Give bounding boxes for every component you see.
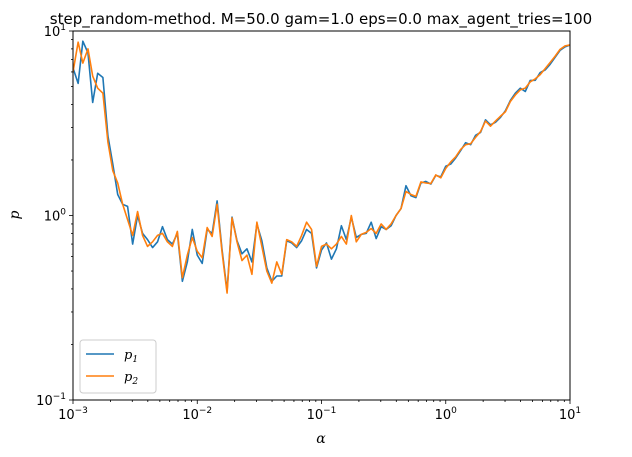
series-line-p1 <box>73 40 570 292</box>
y-tick-label: 100 <box>44 208 67 225</box>
x-tick-label: 101 <box>559 406 581 423</box>
x-tick-label: 100 <box>435 406 458 423</box>
x-tick-label: 10−1 <box>307 406 337 423</box>
legend-label-p1: p1 <box>124 348 138 365</box>
chart-title: step_random-method. M=50.0 gam=1.0 eps=0… <box>50 10 592 29</box>
y-axis-ticks: 10−1 100 101 <box>36 23 73 409</box>
y-tick-label: 101 <box>44 23 66 40</box>
x-axis-ticks: 10−3 10−2 10−1 100 101 <box>58 400 581 423</box>
legend-box <box>79 339 157 394</box>
series-line-p2 <box>73 41 570 294</box>
x-tick-label: 10−2 <box>182 406 212 423</box>
y-axis-label: p <box>7 210 23 219</box>
x-tick-label: 10−3 <box>58 406 88 423</box>
y-tick-label: 10−1 <box>36 392 66 409</box>
legend-label-p2: p2 <box>124 370 138 387</box>
x-axis-label: α <box>316 431 326 447</box>
plot-frame <box>72 30 571 401</box>
series-layer <box>73 40 570 294</box>
